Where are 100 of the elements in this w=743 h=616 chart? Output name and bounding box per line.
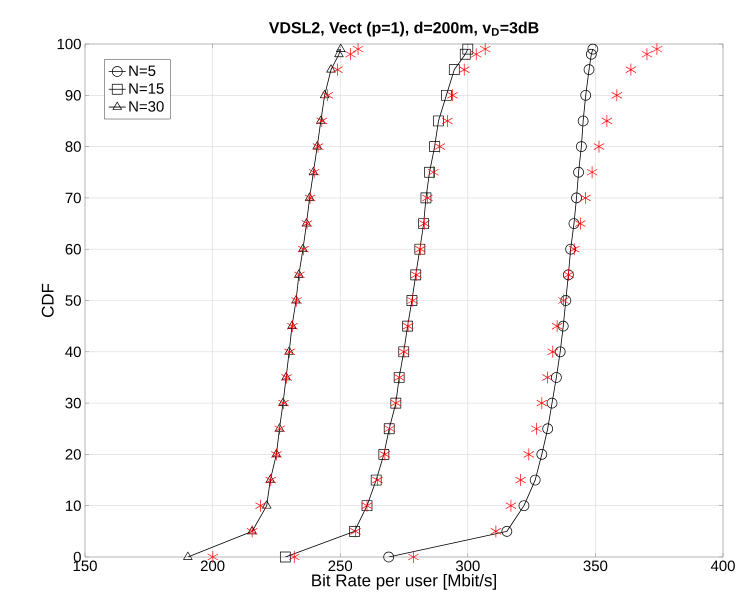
point [255, 499, 266, 512]
point [278, 396, 290, 410]
x-tick-label: 300 [456, 560, 480, 572]
point [262, 500, 272, 509]
point [611, 88, 622, 102]
point [578, 116, 589, 126]
point [312, 140, 324, 153]
point [460, 48, 471, 60]
point [542, 423, 554, 434]
point [518, 500, 530, 512]
point [320, 90, 330, 98]
point [552, 320, 563, 332]
point [278, 398, 288, 406]
point [551, 372, 562, 383]
point [574, 217, 586, 230]
point [301, 217, 313, 230]
point [584, 64, 594, 75]
point [601, 114, 612, 128]
point [580, 192, 591, 204]
point [542, 371, 553, 384]
point [480, 42, 491, 56]
chart-title: VDSL2, Vect (p=1), d=200m, v$_{D}$=3dB [268, 22, 538, 36]
point [568, 218, 580, 229]
point [625, 63, 636, 76]
point [326, 64, 336, 72]
point [580, 90, 592, 101]
legend-label: N=15 [129, 83, 164, 94]
point [515, 474, 526, 486]
point [433, 116, 444, 126]
y-tick-label: 40 [65, 346, 81, 358]
x-tick-label: 200 [200, 560, 224, 572]
point [588, 44, 598, 54]
x-tick-label: 400 [710, 560, 735, 572]
y-tick-label: 80 [66, 141, 81, 152]
point [266, 474, 275, 483]
point [458, 63, 470, 76]
point [641, 48, 652, 61]
point [536, 449, 548, 460]
point [288, 550, 300, 564]
point [462, 44, 474, 54]
point [424, 166, 435, 178]
point [308, 166, 320, 179]
point [270, 448, 282, 461]
y-tick-label: 60 [66, 244, 81, 254]
point [272, 449, 282, 458]
y-tick-label: 90 [66, 90, 81, 101]
point [286, 320, 298, 332]
point [336, 44, 346, 52]
point [446, 88, 458, 102]
point [441, 90, 452, 101]
x-tick-label: 250 [328, 560, 352, 572]
point [505, 499, 516, 512]
point [183, 552, 193, 560]
point [442, 114, 453, 128]
point [568, 242, 580, 256]
y-tick-label: 10 [66, 500, 81, 511]
point [284, 345, 296, 358]
point [304, 192, 314, 201]
point [573, 166, 584, 178]
point [428, 166, 439, 179]
point [558, 294, 570, 307]
point [586, 48, 597, 60]
point [246, 525, 258, 538]
point [523, 448, 534, 461]
point [470, 48, 482, 61]
point [408, 550, 419, 564]
point [383, 552, 394, 562]
point [280, 552, 291, 562]
point [274, 423, 284, 432]
point [322, 88, 334, 102]
x-tick-label: 350 [584, 560, 608, 572]
y-axis-title: CDF [42, 284, 54, 318]
point [530, 422, 542, 436]
point [554, 346, 566, 358]
point [274, 422, 286, 436]
point [344, 48, 356, 61]
point [247, 526, 257, 534]
y-tick-label: 100 [58, 38, 81, 50]
point [502, 526, 512, 537]
point [265, 474, 276, 486]
point [536, 396, 548, 410]
point [576, 141, 587, 152]
point [547, 345, 558, 358]
y-tick-label: 20 [66, 449, 81, 460]
point [302, 218, 312, 226]
point [281, 372, 291, 380]
point [586, 166, 598, 179]
point [291, 294, 302, 307]
point [332, 63, 343, 76]
point [287, 320, 297, 329]
point [298, 244, 308, 252]
point [448, 64, 460, 75]
point [312, 141, 322, 150]
point [352, 42, 364, 56]
point [560, 295, 572, 306]
point [291, 295, 301, 304]
y-tick-label: 70 [66, 192, 81, 204]
point [565, 244, 576, 255]
point [294, 270, 304, 278]
point [546, 398, 558, 408]
